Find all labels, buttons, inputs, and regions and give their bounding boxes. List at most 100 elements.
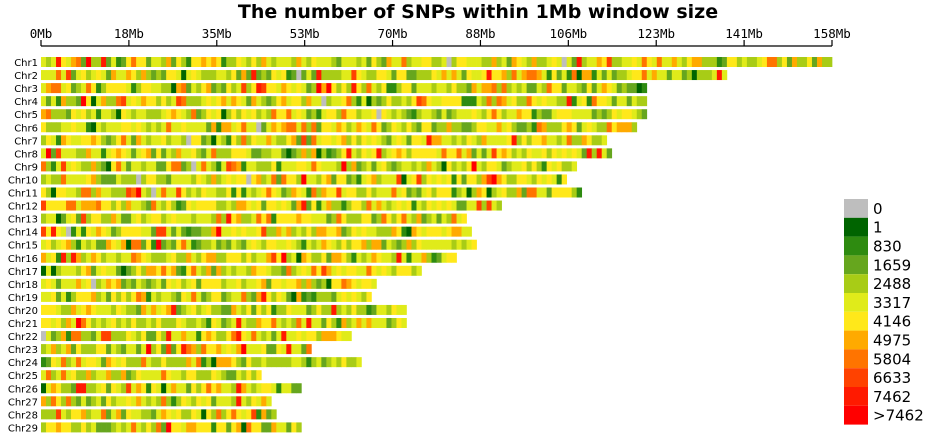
snp-window-cell	[426, 83, 432, 94]
snp-window-cell	[296, 161, 302, 172]
snp-window-cell	[296, 109, 302, 120]
chromosome-row: Chr15	[8, 239, 477, 252]
snp-window-cell	[286, 331, 292, 342]
snp-window-cell	[281, 122, 287, 133]
snp-window-cell	[531, 161, 537, 172]
snp-window-cell	[511, 70, 517, 81]
snp-window-cell	[336, 318, 342, 328]
snp-window-cell	[81, 396, 87, 407]
x-tick-label: 18Mb	[114, 26, 144, 41]
snp-window-cell	[96, 370, 102, 381]
snp-window-cell	[396, 265, 402, 276]
snp-window-cell	[156, 83, 162, 94]
snp-window-cell	[116, 70, 122, 81]
snp-window-cell	[281, 200, 287, 211]
snp-window-cell	[61, 70, 67, 81]
snp-window-cell	[66, 291, 72, 302]
snp-window-cell	[176, 357, 182, 368]
snp-window-cell	[556, 70, 563, 81]
snp-window-cell	[91, 318, 97, 328]
snp-window-cell	[341, 148, 347, 159]
snp-window-cell	[241, 278, 247, 289]
snp-window-cell	[366, 213, 372, 224]
snp-window-cell	[371, 200, 377, 211]
snp-window-cell	[296, 83, 302, 94]
snp-window-cell	[431, 252, 437, 263]
snp-window-cell	[601, 96, 608, 107]
snp-window-cell	[431, 187, 437, 198]
snp-window-cell	[496, 57, 502, 67]
snp-window-cell	[456, 213, 462, 224]
snp-window-cell	[216, 161, 222, 172]
snp-window-cell	[506, 70, 512, 81]
snp-window-cell	[371, 265, 377, 276]
snp-window-cell	[221, 265, 227, 276]
snp-window-cell	[191, 396, 197, 407]
snp-window-cell	[116, 83, 122, 94]
snp-window-cell	[601, 83, 608, 94]
snp-window-cell	[281, 304, 287, 315]
snp-window-cell	[56, 357, 62, 368]
snp-window-cell	[71, 344, 77, 355]
snp-window-cell	[91, 109, 97, 120]
snp-window-cell	[601, 70, 608, 81]
snp-window-cell	[131, 304, 137, 315]
snp-window-cell	[151, 409, 157, 420]
snp-window-cell	[46, 291, 52, 302]
snp-window-cell	[536, 161, 542, 172]
snp-window-cell	[331, 83, 337, 94]
snp-window-cell	[266, 226, 272, 237]
snp-window-cell	[61, 252, 67, 263]
snp-window-cell	[336, 96, 342, 107]
snp-window-cell	[231, 70, 237, 81]
snp-window-cell	[211, 331, 217, 342]
snp-window-cell	[71, 57, 77, 67]
snp-window-cell	[121, 148, 127, 159]
snp-window-cell	[51, 265, 57, 276]
snp-window-cell	[151, 135, 157, 146]
snp-window-cell	[41, 383, 47, 394]
snp-window-cell	[81, 357, 87, 368]
legend-label: >7462	[873, 407, 924, 425]
snp-window-cell	[496, 83, 502, 94]
snp-window-cell	[96, 57, 102, 67]
snp-window-cell	[401, 213, 407, 224]
snp-window-cell	[711, 57, 718, 67]
snp-window-cell	[111, 122, 117, 133]
snp-window-cell	[316, 291, 322, 302]
snp-window-cell	[291, 70, 297, 81]
snp-window-cell	[556, 96, 563, 107]
snp-window-cell	[236, 200, 242, 211]
snp-window-cell	[86, 252, 92, 263]
snp-window-cell	[531, 122, 537, 133]
snp-window-cell	[531, 70, 537, 81]
snp-window-cell	[176, 187, 182, 198]
snp-window-cell	[201, 265, 207, 276]
snp-window-cell	[126, 304, 132, 315]
snp-window-cell	[336, 83, 342, 94]
snp-window-cell	[141, 265, 147, 276]
snp-window-cell	[526, 83, 532, 94]
snp-window-cell	[391, 135, 397, 146]
snp-window-cell	[411, 174, 417, 185]
snp-window-cell	[176, 57, 182, 67]
snp-window-cell	[401, 122, 407, 133]
snp-window-cell	[101, 304, 107, 315]
chromosome-row: Chr28	[8, 409, 277, 421]
snp-window-cell	[121, 226, 127, 237]
snp-window-cell	[316, 278, 322, 289]
snp-window-cell	[166, 148, 172, 159]
snp-window-cell	[76, 331, 82, 342]
snp-window-cell	[371, 122, 377, 133]
snp-window-cell	[551, 57, 558, 67]
snp-window-cell	[101, 422, 107, 433]
snp-window-cell	[41, 304, 47, 315]
snp-window-cell	[41, 344, 47, 355]
x-tick-label: 53Mb	[290, 26, 320, 41]
snp-window-cell	[546, 161, 552, 172]
snp-window-cell	[211, 57, 217, 67]
snp-window-cell	[81, 265, 87, 276]
snp-window-cell	[401, 265, 407, 276]
snp-window-cell	[281, 96, 287, 107]
snp-window-cell	[471, 122, 477, 133]
